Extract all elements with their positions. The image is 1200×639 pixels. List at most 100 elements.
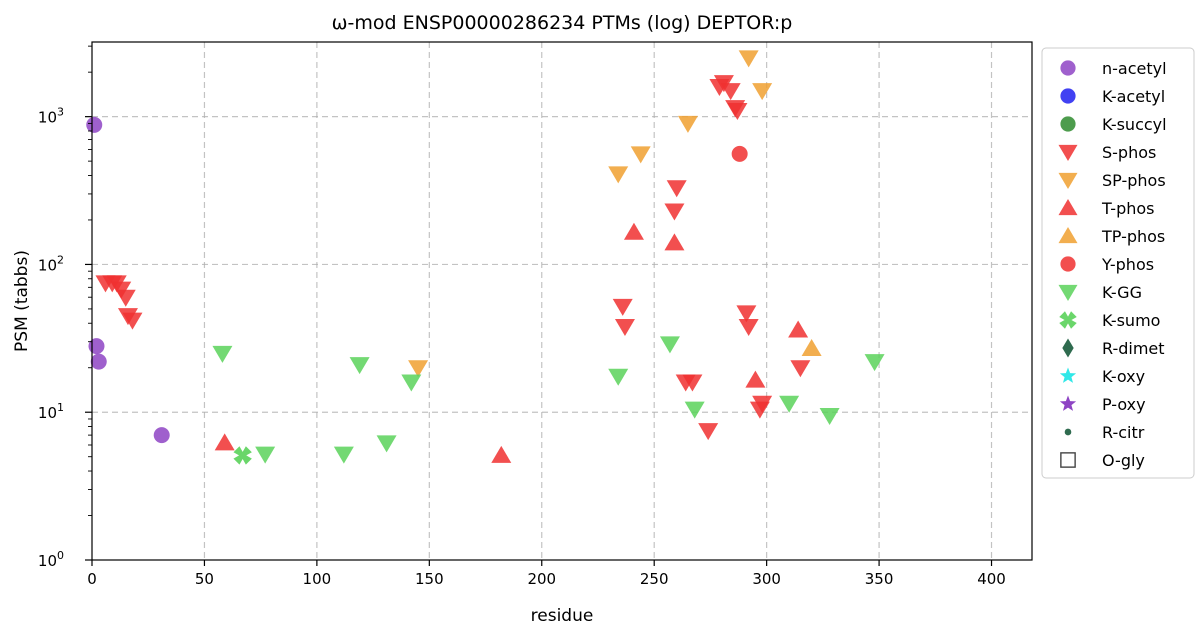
t-phos-point — [214, 433, 235, 451]
legend-marker — [1060, 116, 1076, 132]
n-acetyl-point — [153, 427, 170, 444]
n-acetyl-point — [88, 338, 105, 355]
x-tick-label: 0 — [87, 570, 97, 588]
s-phos-point — [614, 319, 635, 337]
n-acetyl-point — [90, 353, 107, 370]
s-phos-point — [666, 180, 687, 198]
t-phos-point — [491, 445, 512, 463]
legend-label: O-gly — [1102, 451, 1145, 470]
s-phos-point — [664, 203, 685, 221]
legend-label: R-dimet — [1102, 339, 1165, 358]
x-axis-label: residue — [531, 606, 594, 626]
data-points — [86, 50, 885, 465]
sp-phos-point — [608, 166, 629, 184]
k-gg-point — [684, 401, 705, 419]
legend-marker — [1059, 367, 1077, 383]
legend-label: T-phos — [1101, 199, 1155, 218]
s-phos-point — [727, 103, 748, 121]
k-gg-point — [255, 446, 276, 464]
legend-item: n-acetyl — [1060, 59, 1167, 78]
sp-phos-point — [752, 83, 773, 101]
legend-item: TP-phos — [1058, 226, 1165, 246]
legend-marker — [1058, 284, 1078, 302]
grid-lines — [92, 42, 1032, 560]
k-gg-point — [864, 354, 885, 372]
x-tick-label: 150 — [415, 570, 444, 588]
sp-phos-point — [630, 146, 651, 164]
legend-label: S-phos — [1102, 143, 1156, 162]
legend-label: K-sumo — [1102, 311, 1160, 330]
y-tick-label: 100 — [38, 549, 64, 570]
legend-marker — [1060, 88, 1076, 104]
x-tick-label: 100 — [303, 570, 332, 588]
legend-marker — [1059, 395, 1077, 411]
legend-label: TP-phos — [1101, 227, 1165, 246]
y-axis-label: PSM (tabbs) — [12, 250, 32, 352]
legend-item: R-dimet — [1062, 338, 1165, 358]
x-tick-label: 250 — [640, 570, 669, 588]
t-phos-point — [788, 320, 809, 338]
s-phos-point — [752, 395, 773, 413]
chart-title: ω-mod ENSP00000286234 PTMs (log) DEPTOR:… — [332, 12, 793, 34]
x-tick-label: 300 — [752, 570, 781, 588]
legend-item: R-citr — [1064, 423, 1145, 442]
s-phos-point — [115, 289, 136, 307]
t-phos-point — [745, 370, 766, 388]
legend-marker — [1060, 60, 1076, 76]
legend-label: K-oxy — [1102, 367, 1145, 386]
legend-label: SP-phos — [1102, 171, 1166, 190]
legend-marker — [1058, 226, 1078, 244]
s-phos-point — [682, 374, 703, 392]
legend-label: P-oxy — [1102, 395, 1146, 414]
y-phos-point — [731, 145, 748, 162]
s-phos-point — [698, 423, 719, 441]
legend-marker — [1064, 428, 1072, 436]
axis-ticks: 0 50 100 150 200 250 300 350 400 100 101 102 103 — [38, 45, 1006, 588]
sp-phos-point — [408, 360, 429, 378]
legend-marker — [1058, 144, 1078, 162]
k-gg-point — [401, 374, 422, 392]
legend-label: Y-phos — [1101, 255, 1154, 274]
k-gg-point — [349, 357, 370, 375]
t-phos-point — [623, 222, 644, 240]
s-phos-point — [736, 305, 757, 323]
legend-box — [1041, 47, 1195, 479]
legend-item: K-acetyl — [1060, 87, 1165, 106]
x-tick-label: 200 — [527, 570, 556, 588]
x-tick-label: 400 — [977, 570, 1006, 588]
legend-label: K-succyl — [1102, 115, 1167, 134]
legend-marker — [1058, 198, 1078, 216]
plot-frame — [91, 41, 1033, 561]
tp-phos-point — [801, 338, 822, 356]
legend-item: K-sumo — [1059, 311, 1160, 330]
legend-label: K-acetyl — [1102, 87, 1165, 106]
legend-label: R-citr — [1102, 423, 1145, 442]
k-gg-point — [608, 368, 629, 386]
x-tick-label: 350 — [865, 570, 894, 588]
sp-phos-point — [738, 50, 759, 68]
s-phos-point — [738, 319, 759, 337]
legend-item: T-phos — [1058, 198, 1155, 218]
legend-item: O-gly — [1060, 451, 1145, 470]
legend: n-acetyl K-acetyl K-succyl S-phos SP-phos T-p… — [1041, 47, 1195, 479]
x-tick-label: 50 — [195, 570, 214, 588]
legend-item: K-succyl — [1060, 115, 1167, 134]
legend-marker — [1058, 172, 1078, 190]
sp-phos-point — [677, 115, 698, 133]
legend-marker — [1062, 338, 1074, 358]
legend-label: K-GG — [1102, 283, 1142, 302]
k-gg-point — [659, 336, 680, 354]
k-gg-point — [333, 446, 354, 464]
legend-marker — [1059, 311, 1077, 329]
legend-item: P-oxy — [1059, 395, 1146, 414]
legend-marker — [1060, 256, 1076, 272]
k-gg-point — [819, 408, 840, 426]
y-tick-label: 103 — [38, 106, 64, 127]
s-phos-point — [720, 83, 741, 101]
s-phos-point — [790, 360, 811, 378]
y-tick-label: 102 — [38, 253, 64, 274]
legend-item: K-GG — [1058, 283, 1142, 302]
legend-marker — [1060, 452, 1076, 468]
k-gg-point — [779, 395, 800, 413]
